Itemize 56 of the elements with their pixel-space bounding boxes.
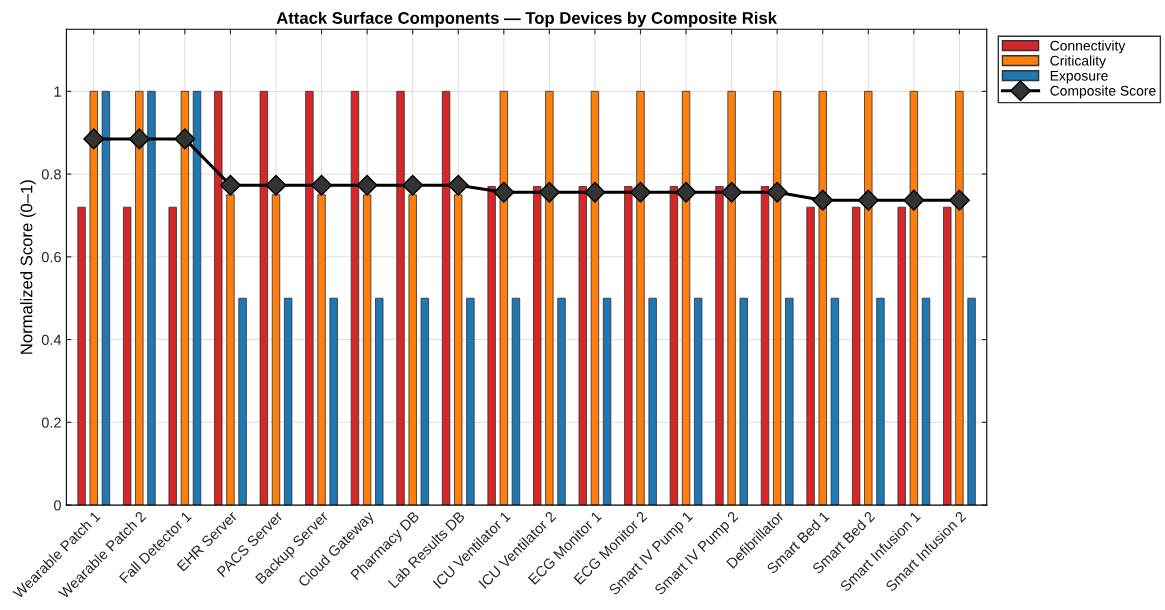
- bar: [830, 297, 840, 506]
- bar: [943, 206, 952, 506]
- bar: [122, 206, 132, 506]
- point: [83, 128, 105, 150]
- point: [356, 174, 378, 196]
- legend-label: Criticality: [1050, 55, 1106, 69]
- bar: [921, 297, 931, 506]
- bar: [806, 206, 815, 506]
- bar: [648, 297, 657, 506]
- bar: [785, 297, 794, 506]
- bar: [511, 297, 521, 506]
- bar: [897, 206, 906, 506]
- point: [584, 181, 606, 203]
- point: [128, 128, 150, 150]
- bar: [466, 297, 475, 506]
- y-tick-label: 0.8: [41, 169, 61, 180]
- y-tick-label: 0: [54, 500, 61, 511]
- point: [174, 128, 196, 150]
- chart-title: Attack Surface Components — Top Devices by Composite Risk: [276, 11, 777, 28]
- bar: [238, 297, 247, 506]
- bar: [557, 297, 566, 506]
- point: [812, 189, 834, 211]
- point: [493, 181, 515, 203]
- point: [857, 189, 879, 211]
- point: [675, 181, 697, 203]
- legend-label: Exposure: [1050, 70, 1108, 84]
- bar: [876, 297, 885, 506]
- bar: [375, 297, 384, 506]
- bar: [329, 297, 338, 506]
- point: [402, 174, 424, 196]
- bar: [967, 297, 976, 506]
- point: [538, 181, 560, 203]
- point: [265, 174, 287, 196]
- point: [447, 174, 469, 196]
- bar: [602, 297, 612, 506]
- legend-label: Composite Score: [1050, 85, 1156, 99]
- bar: [77, 206, 86, 506]
- bar: [851, 206, 861, 506]
- legend-label: Connectivity: [1050, 40, 1126, 54]
- point: [766, 181, 788, 203]
- point: [948, 189, 970, 211]
- point: [311, 174, 333, 196]
- y-tick-label: 0.2: [41, 417, 61, 428]
- point: [721, 181, 743, 203]
- bar: [283, 297, 293, 506]
- point: [903, 189, 925, 211]
- point: [629, 181, 652, 203]
- y-tick-label: 0.6: [41, 251, 61, 263]
- y-tick-label: 1: [54, 86, 61, 97]
- bar: [739, 297, 748, 506]
- bar: [420, 297, 430, 506]
- y-tick-label: 0.4: [41, 334, 62, 346]
- bar: [694, 297, 703, 506]
- bar: [168, 206, 177, 506]
- point: [219, 174, 241, 196]
- y-axis-title: Normalized Score (0–1): [20, 180, 36, 354]
